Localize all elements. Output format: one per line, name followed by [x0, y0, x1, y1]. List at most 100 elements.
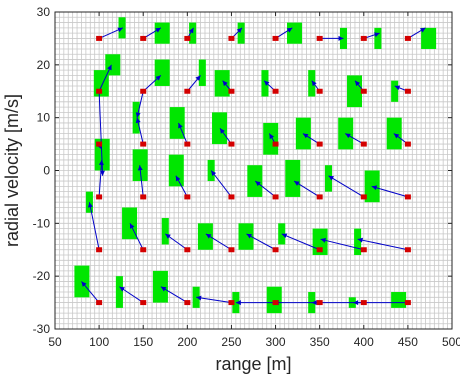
detection-cell [197, 223, 213, 250]
target-marker [140, 141, 147, 147]
detection-cell [154, 59, 170, 86]
target-marker [140, 247, 147, 253]
arrow-head [99, 170, 105, 176]
arrow-head [196, 295, 202, 301]
arrow-head [195, 75, 201, 81]
detection-cell [247, 165, 263, 197]
detection-cell [237, 22, 245, 44]
detection-cell [347, 75, 363, 108]
x-tick-label: 350 [310, 335, 330, 349]
detection-cell [308, 70, 316, 97]
detection-cell [85, 191, 93, 213]
target-marker [228, 300, 235, 306]
target-marker [404, 300, 411, 306]
target-marker [360, 88, 367, 94]
arrow-head [281, 233, 288, 239]
arrow-head [178, 122, 183, 129]
detection-cell [154, 22, 170, 44]
y-tick-label: -20 [33, 269, 51, 283]
x-tick-label: 500 [442, 335, 460, 349]
target-marker [140, 300, 147, 306]
arrow-head [354, 80, 361, 87]
target-marker [228, 88, 235, 94]
arrow-head [394, 85, 401, 91]
velocity-arrow [98, 159, 103, 197]
target-marker [184, 88, 191, 94]
target-marker [184, 300, 191, 306]
detection-cell [391, 292, 407, 308]
target-marker [272, 194, 279, 200]
x-tick-label: 200 [177, 335, 197, 349]
arrow-head [81, 281, 87, 287]
arrow-head [135, 117, 141, 124]
target-marker [184, 35, 191, 41]
target-marker [360, 194, 367, 200]
target-marker [228, 194, 235, 200]
velocity-arrow [210, 170, 232, 198]
velocity-arrow [160, 286, 188, 304]
velocity-arrow [196, 296, 232, 304]
velocity-arrow [293, 180, 320, 198]
arrow-head [155, 27, 161, 33]
target-marker [184, 141, 191, 147]
arrow-head [320, 237, 326, 243]
target-marker [228, 141, 235, 147]
arrow-head [311, 300, 317, 306]
detection-cell [115, 276, 123, 308]
x-tick-label: 50 [48, 335, 62, 349]
axis-ticks: 50 100 150 200 250 300 350 400 450 500 -30 -20 -10 0 1… [33, 5, 460, 349]
x-tick-label: 250 [221, 335, 241, 349]
x-tick-label: 150 [133, 335, 153, 349]
arrow-head [286, 27, 293, 33]
arrow-head [175, 175, 181, 182]
target-marker [228, 35, 235, 41]
target-marker [404, 88, 411, 94]
target-marker [360, 141, 367, 147]
velocity-arrow [246, 233, 276, 251]
x-axis-label: range [m] [215, 354, 291, 374]
arrow-head [211, 170, 217, 176]
detection-cell [169, 107, 185, 139]
arrow-head [294, 181, 300, 186]
detection-cell [168, 154, 184, 187]
arrow-head [188, 27, 194, 34]
detection-cell [374, 27, 382, 49]
detection-cell [152, 270, 168, 303]
arrow-head [419, 27, 426, 33]
target-marker [140, 35, 147, 41]
velocity-arrow [139, 165, 144, 197]
y-tick-label: 10 [37, 111, 51, 125]
arrow-head [222, 80, 228, 87]
target-marker [228, 247, 235, 253]
arrow-head [137, 165, 143, 171]
detection-cell [161, 218, 169, 245]
velocity-arrow [205, 233, 232, 251]
velocity-arrow [281, 233, 320, 251]
target-marker [96, 88, 103, 94]
target-marker [96, 141, 103, 147]
y-tick-label: 30 [37, 5, 51, 19]
arrow-head [255, 181, 261, 187]
arrow-head [119, 286, 125, 292]
arrow-head [155, 75, 161, 81]
velocity-arrow [328, 175, 365, 198]
x-tick-label: 300 [266, 335, 286, 349]
target-marker [96, 300, 103, 306]
x-tick-label: 100 [89, 335, 109, 349]
arrow-head [219, 128, 225, 134]
target-marker [184, 247, 191, 253]
arrow-head [371, 185, 378, 191]
detection-cell [238, 223, 254, 250]
target-marker [140, 194, 147, 200]
target-marker [404, 194, 411, 200]
arrow-head [328, 175, 335, 181]
arrow-head [236, 27, 243, 34]
target-marker [96, 194, 103, 200]
arrow-head [165, 233, 171, 239]
detection-cell [214, 70, 230, 97]
target-marker [316, 300, 323, 306]
velocity-arrow [98, 91, 104, 176]
detection-cell [198, 59, 206, 86]
velocity-arrow [320, 238, 364, 251]
arrow-head [374, 32, 380, 38]
